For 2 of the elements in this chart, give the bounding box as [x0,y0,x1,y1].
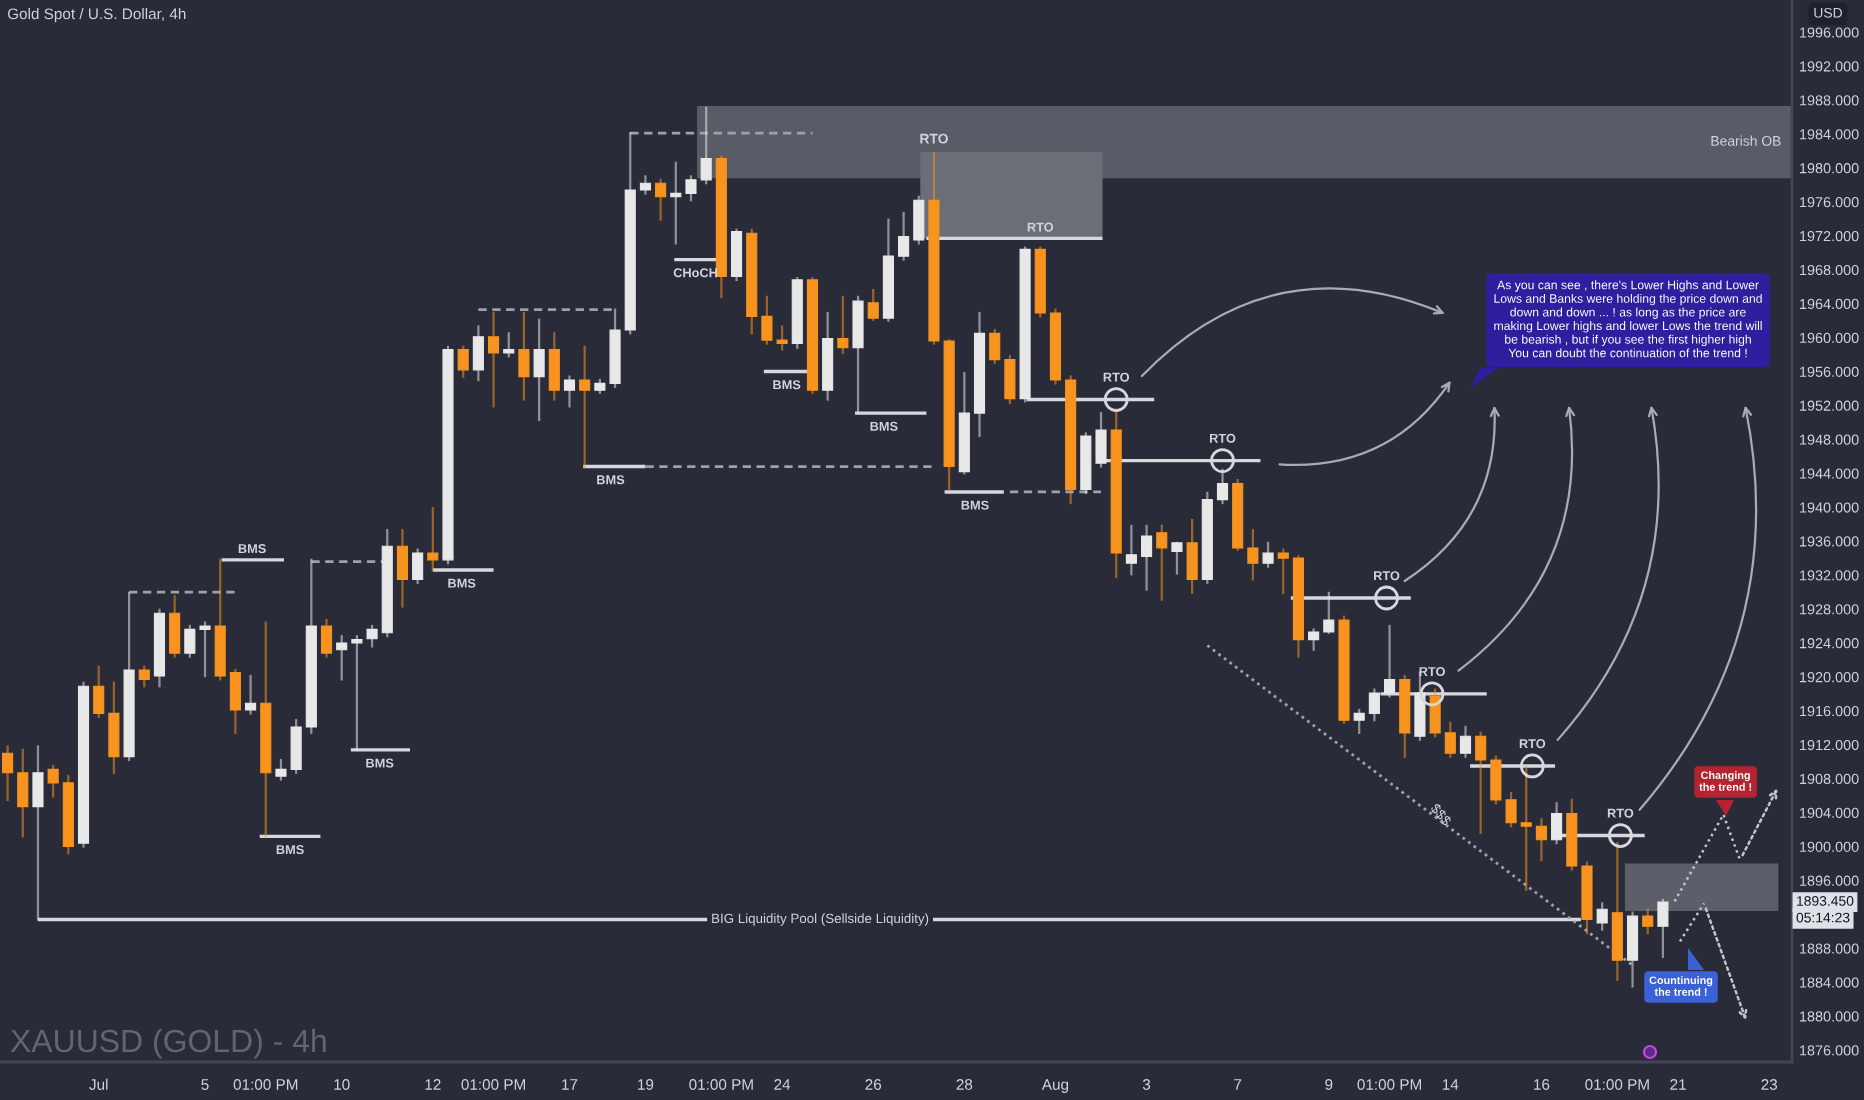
annotation: XAUUSD (GOLD) - 4h [10,1028,326,1059]
candlestick [639,175,651,195]
